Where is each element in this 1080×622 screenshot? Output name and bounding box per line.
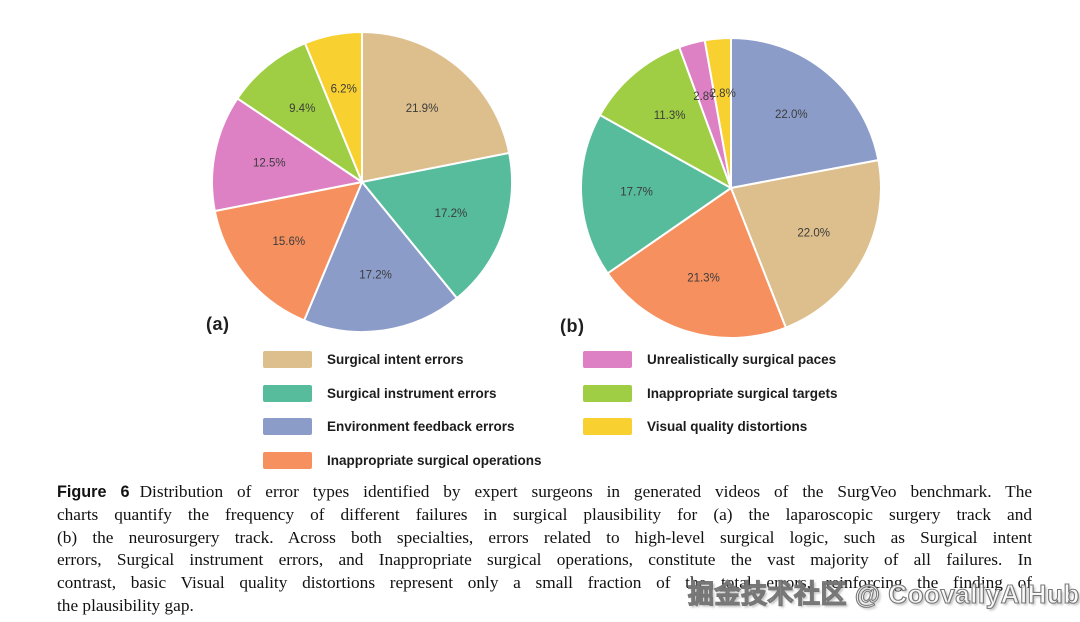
figure-number-label: Figure 6 xyxy=(57,483,130,501)
slice-percent-label: 2.8% xyxy=(693,91,719,103)
legend-item-visual-quality-distortions: Visual quality distortions xyxy=(583,418,838,435)
caption-line: the plausibility gap. xyxy=(57,595,194,615)
slice-percent-label: 22.0% xyxy=(775,109,808,121)
slice-percent-label: 21.9% xyxy=(406,103,439,115)
slice-percent-label: 2.8% xyxy=(710,88,736,100)
legend-label: Surgical intent errors xyxy=(327,352,464,367)
legend-item-surgical-instrument-errors: Surgical instrument errors xyxy=(263,384,542,402)
legend-swatch-tan xyxy=(263,351,312,368)
legend-swatch-teal xyxy=(263,384,312,402)
pie-slice-environment-feedback-errors xyxy=(303,181,458,333)
legend-label: Inappropriate surgical operations xyxy=(327,452,542,468)
caption-line: errors, Surgical instrument errors, and … xyxy=(57,550,1032,570)
legend-swatch-green xyxy=(583,384,632,402)
slice-percent-label: 11.3% xyxy=(654,110,686,122)
legend-swatch-blue xyxy=(263,418,312,435)
pie-slice-inappropriate-surgical-operations xyxy=(213,181,363,322)
slice-percent-label: 15.6% xyxy=(272,236,305,248)
legend-label: Surgical instrument errors xyxy=(327,385,497,401)
slice-percent-label: 17.7% xyxy=(620,187,653,199)
legend-swatch-orange xyxy=(263,451,312,469)
slice-percent-label: 9.4% xyxy=(289,103,315,115)
slice-percent-label: 22.0% xyxy=(797,228,830,240)
legend-item-inappropriate-surgical-targets: Inappropriate surgical targets xyxy=(583,384,838,402)
pie-slice-inappropriate-surgical-operations xyxy=(606,187,787,339)
subfigure-label-a: (a) xyxy=(206,314,230,334)
legend-swatch-yellow xyxy=(583,418,632,435)
legend-item-surgical-intent-errors: Surgical intent errors xyxy=(263,351,542,368)
slice-percent-label: 21.3% xyxy=(687,272,720,284)
pie-slice-surgical-instrument-errors xyxy=(580,114,732,275)
caption-line: (b) the neurosurgery track. Across both … xyxy=(57,527,1032,547)
legend-label: Inappropriate surgical targets xyxy=(647,385,838,401)
legend-item-inappropriate-surgical-operations: Inappropriate surgical operations xyxy=(263,451,542,469)
pie-slice-surgical-instrument-errors xyxy=(361,151,513,300)
legend-label: Unrealistically surgical paces xyxy=(647,352,837,367)
slice-percent-label: 17.2% xyxy=(435,208,468,220)
legend-column-2: Unrealistically surgical paces Inappropr… xyxy=(583,351,838,452)
legend-swatch-pink xyxy=(583,351,632,368)
caption-line: charts quantify the frequency of differe… xyxy=(57,504,1032,524)
slice-percent-label: 12.5% xyxy=(253,157,286,169)
caption-text: Distribution of error types identified b… xyxy=(139,482,1033,501)
pie-slice-inappropriate-surgical-targets xyxy=(598,46,732,189)
subfigure-label-b: (b) xyxy=(560,316,585,336)
pie-slice-surgical-intent-errors xyxy=(730,159,882,329)
pie-slice-visual-quality-distortions xyxy=(304,31,363,183)
pie-slice-inappropriate-surgical-targets xyxy=(236,42,363,183)
pie-chart-neurosurgery: 22.0% 22.0% 21.3% 17.7% 11.3% 2.8%2.8% xyxy=(580,37,882,339)
caption-line: contrast, basic Visual quality distortio… xyxy=(57,573,1032,593)
slice-percent-label: 17.2% xyxy=(359,270,392,282)
pie-chart-laparoscopic: 21.9% 17.2% 17.2% 15.6% 12.5% 9.4% 6.2% xyxy=(211,31,513,333)
legend-label: Environment feedback errors xyxy=(327,419,515,434)
legend-column-1: Surgical intent errors Surgical instrume… xyxy=(263,351,542,485)
pie-slice-unrealistically-surgical-paces xyxy=(211,97,363,213)
pie-slice-surgical-intent-errors xyxy=(361,31,511,183)
figure-caption: Figure 6 Distribution of error types iden… xyxy=(57,481,1032,618)
caption-line: Figure 6 Distribution of error types iden… xyxy=(57,481,1032,504)
slice-percent-label: 6.2% xyxy=(331,83,357,95)
legend-item-environment-feedback-errors: Environment feedback errors xyxy=(263,418,542,435)
legend-item-unrealistically-surgical-paces: Unrealistically surgical paces xyxy=(583,351,838,368)
pie-slice-environment-feedback-errors xyxy=(730,37,880,189)
pie-slice-visual-quality-distortions xyxy=(703,37,732,189)
legend-label: Visual quality distortions xyxy=(647,419,808,434)
